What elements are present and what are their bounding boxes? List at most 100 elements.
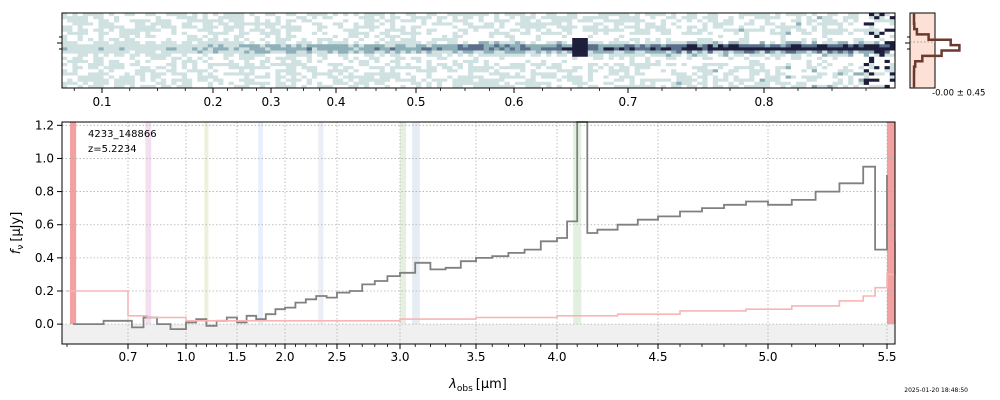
spectrum-2d-cell: [874, 19, 880, 23]
spectrum-2d-cell: [676, 78, 682, 83]
spectrum-2d-cell: [212, 69, 219, 73]
spectrum-2d-cell: [421, 41, 427, 45]
spectrum-2d-cell: [88, 59, 94, 64]
spectrum-2d-cell: [353, 16, 360, 20]
spectrum-2d-cell: [535, 44, 542, 48]
spectrum-2d-cell: [140, 81, 146, 86]
x-tick-label: 4.5: [648, 350, 667, 364]
spectrum-2d-cell: [624, 69, 630, 73]
spectrum-2d-cell: [483, 22, 490, 26]
spectrum-2d-cell: [197, 56, 203, 61]
spectrum-2d-cell: [129, 34, 136, 39]
spectrum-2d-cell: [145, 16, 151, 20]
spectrum-2d-cell: [546, 75, 552, 79]
spectrum-2d-cell: [239, 19, 245, 23]
spectrum-2d-cell: [775, 53, 781, 58]
spectrum-2d-cell: [749, 84, 755, 89]
spectrum-2d-cell: [337, 66, 344, 70]
spectrum-2d-cell: [150, 66, 157, 70]
spectrum-2d-cell: [405, 38, 412, 42]
spectrum-2d-cell: [483, 34, 490, 39]
spectrum-2d-cell: [166, 75, 172, 79]
spectrum-2d-cell: [67, 25, 73, 29]
spectrum-2d-cell: [145, 44, 151, 48]
spectrum-2d-cell: [212, 28, 219, 33]
spectrum-2d-cell: [275, 13, 282, 17]
spectrum-2d-cell: [181, 41, 188, 45]
spectrum-2d-cell: [363, 53, 370, 58]
spectrum-2d-cell: [212, 22, 219, 26]
spectrum-2d-cell: [488, 22, 495, 26]
spectrum-2d-cell: [613, 78, 620, 83]
spectrum-2d-cell: [301, 50, 308, 54]
spectrum-2d-cell: [343, 34, 349, 39]
spectrum-2d-cell: [717, 78, 724, 83]
spectrum-2d-cell: [254, 84, 261, 89]
spectrum-2d-cell: [645, 41, 651, 45]
spectrum-2d-cell: [265, 34, 271, 39]
spectrum-2d-cell: [82, 84, 89, 89]
spectrum-2d-cell: [186, 31, 193, 36]
spectrum-2d-cell: [82, 50, 89, 54]
spectrum-2d-cell: [301, 44, 308, 48]
spectrum-2d-cell: [645, 28, 651, 33]
spectrum-2d-cell: [108, 63, 115, 67]
spectrum-2d-cell: [77, 41, 84, 45]
spectrum-2d-cell: [634, 56, 641, 61]
spectrum-2d-cell: [207, 84, 214, 89]
spectrum-2d-cell: [270, 81, 276, 86]
spectrum-2d-cell: [874, 22, 880, 26]
spectrum-2d-cell: [171, 19, 177, 23]
wavelength-band: [400, 122, 407, 344]
spectrum-2d-cell: [207, 53, 214, 58]
spectrum-2d-cell: [119, 28, 125, 33]
spectrum-2d-cell: [181, 69, 188, 73]
spectrum-2d-cell: [483, 53, 490, 58]
spectrum-2d-cell: [691, 13, 698, 17]
spectrum-2d-cell: [181, 38, 188, 42]
spectrum-2d-cell: [369, 66, 375, 70]
spectrum-2d-cell: [770, 72, 776, 76]
spectrum-2d-cell: [343, 84, 349, 89]
spectrum-2d-cell: [697, 22, 703, 26]
spectrum-2d-cell: [259, 50, 266, 54]
spectrum-2d-cell: [166, 28, 172, 33]
spectrum-2d-cell: [707, 47, 714, 51]
spectrum-2d-cell: [160, 28, 167, 33]
spectrum-2d-cell: [77, 81, 84, 86]
spectrum-2d-cell: [629, 16, 636, 20]
spectrum-2d-cell: [421, 47, 427, 51]
spectrum-2d-cell: [119, 72, 125, 76]
spectrum-2d-cell: [733, 56, 740, 61]
spectrum-2d-cell: [499, 38, 505, 42]
spectrum-2d-cell: [223, 50, 229, 54]
spectrum-2d-cell: [160, 75, 167, 79]
spectrum-2d-cell: [327, 56, 334, 61]
spectrum-2d-cell: [155, 31, 162, 36]
spectrum-2d-cell: [561, 56, 568, 61]
spectrum-2d-cell: [634, 25, 641, 29]
spectrum-2d-cell: [134, 16, 141, 20]
spectrum-2d-cell: [853, 34, 859, 39]
spectrum-2d-cell: [343, 44, 349, 48]
spectrum-2d-cell: [858, 69, 865, 73]
spectrum-2d-cell: [712, 25, 719, 29]
spectrum-2d-cell: [186, 59, 193, 64]
spectrum-2d-cell: [140, 69, 146, 73]
spectrum-2d-cell: [296, 56, 302, 61]
spectrum-2d-cell: [223, 38, 229, 42]
spectrum-2d-cell: [567, 34, 573, 39]
spectrum-2d-cell: [556, 25, 563, 29]
spectrum-2d-cell: [775, 78, 781, 83]
spectrum-2d-cell: [192, 22, 198, 26]
spectrum-2d-cell: [540, 13, 547, 17]
spectrum-2d-cell: [108, 78, 115, 83]
spectrum-2d-cell: [848, 78, 854, 83]
spectrum-2d-cell: [619, 66, 625, 70]
spectrum-2d-cell: [384, 31, 391, 36]
spectrum-2d-cell: [884, 72, 891, 76]
spectrum-2d-cell: [93, 13, 99, 17]
spectrum-2d-cell: [442, 28, 448, 33]
spectrum-2d-cell: [114, 44, 120, 48]
spectrum-2d-cell: [343, 53, 349, 58]
